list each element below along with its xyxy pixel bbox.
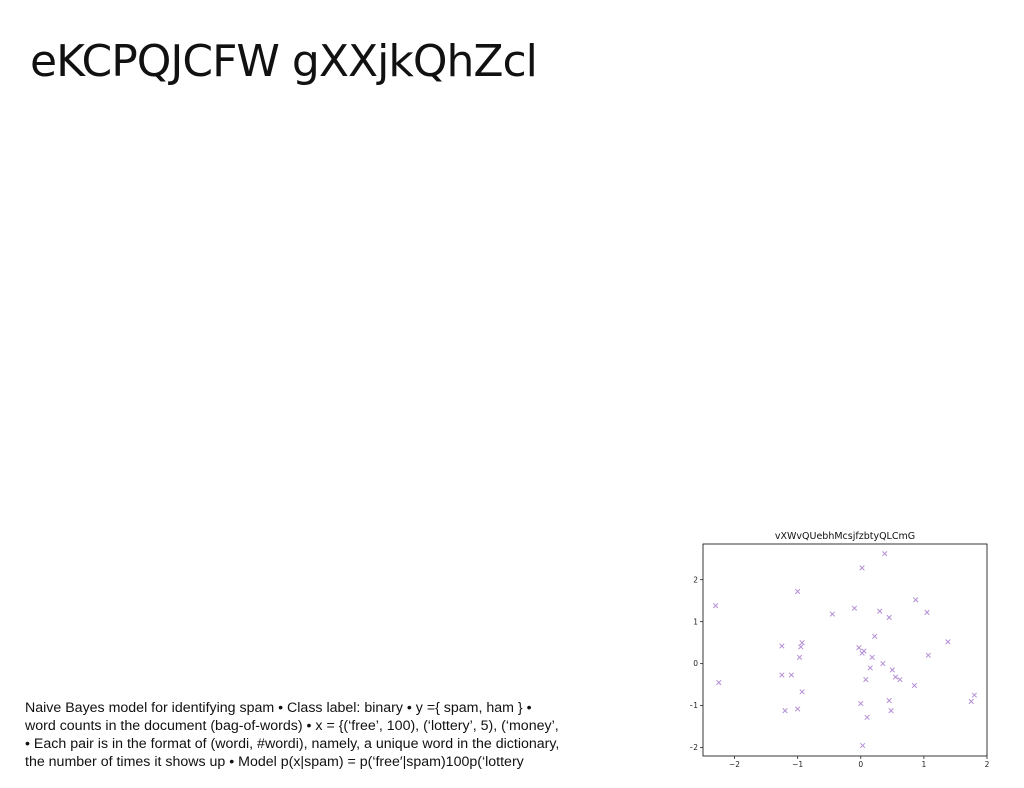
y-tick-label: 0 <box>693 659 698 668</box>
data-point <box>860 742 866 749</box>
x-tick-label: 1 <box>921 760 926 769</box>
body-text-line: Naive Bayes model for identifying spam •… <box>25 700 532 716</box>
data-point <box>796 654 803 661</box>
slide-title: eKCPQJCFW gXXjkQhZcl <box>30 36 538 87</box>
data-point <box>795 588 801 595</box>
data-point <box>799 639 805 646</box>
data-point <box>851 605 858 611</box>
data-point <box>872 633 878 640</box>
body-text-line: word counts in the document (bag-of-word… <box>25 718 559 734</box>
data-point <box>859 565 865 571</box>
y-tick-label: 2 <box>693 575 698 584</box>
data-point <box>861 648 867 654</box>
chart-title: vXWvQUebhMcsjfzbtyQLCmG <box>775 531 915 542</box>
data-point <box>888 708 894 714</box>
data-point <box>971 692 978 698</box>
data-point <box>886 697 892 704</box>
data-point <box>968 698 974 705</box>
data-point <box>897 676 903 683</box>
data-point <box>882 551 888 557</box>
data-point <box>864 714 870 721</box>
y-tick-label: −2 <box>690 743 698 752</box>
x-tick-label: −1 <box>792 760 803 769</box>
data-point <box>799 689 805 695</box>
data-point <box>880 660 886 667</box>
y-tick-label: 1 <box>693 617 698 626</box>
body-text-line: the number of times it shows up • Model … <box>25 754 524 770</box>
data-point <box>856 645 862 651</box>
data-point <box>858 700 864 707</box>
chart-plot-area: −2 −1 0 1 2 −2 −1 0 1 2 <box>690 543 990 769</box>
data-point <box>779 643 785 649</box>
data-point <box>911 682 918 689</box>
data-point <box>829 611 836 617</box>
data-point <box>924 609 930 616</box>
x-tick-label: 2 <box>985 760 990 769</box>
data-point <box>913 597 919 603</box>
data-point <box>892 674 899 680</box>
data-point <box>782 708 788 714</box>
data-point <box>716 679 722 686</box>
data-point <box>886 614 892 621</box>
data-point <box>869 654 875 661</box>
data-point <box>889 667 895 673</box>
data-point <box>779 672 785 678</box>
x-tick-label: 0 <box>858 760 863 769</box>
data-point <box>795 706 801 712</box>
data-point <box>877 608 883 614</box>
data-point <box>863 676 869 683</box>
chart-frame <box>702 543 988 757</box>
body-text: Naive Bayes model for identifying spam •… <box>25 699 635 771</box>
y-tick-label: −1 <box>690 701 698 710</box>
x-tick-label: −2 <box>729 760 740 769</box>
data-point <box>712 603 719 609</box>
scatter-chart: vXWvQUebhMcsjfzbtyQLCmG −2 −1 0 1 2 −2 −1 0 1 2 <box>690 531 990 769</box>
data-point <box>925 652 931 658</box>
data-point <box>798 644 804 650</box>
data-point <box>788 672 795 678</box>
data-point <box>867 665 873 671</box>
data-point <box>945 639 951 645</box>
body-text-line: • Each pair is in the format of (wordi, … <box>25 736 560 752</box>
